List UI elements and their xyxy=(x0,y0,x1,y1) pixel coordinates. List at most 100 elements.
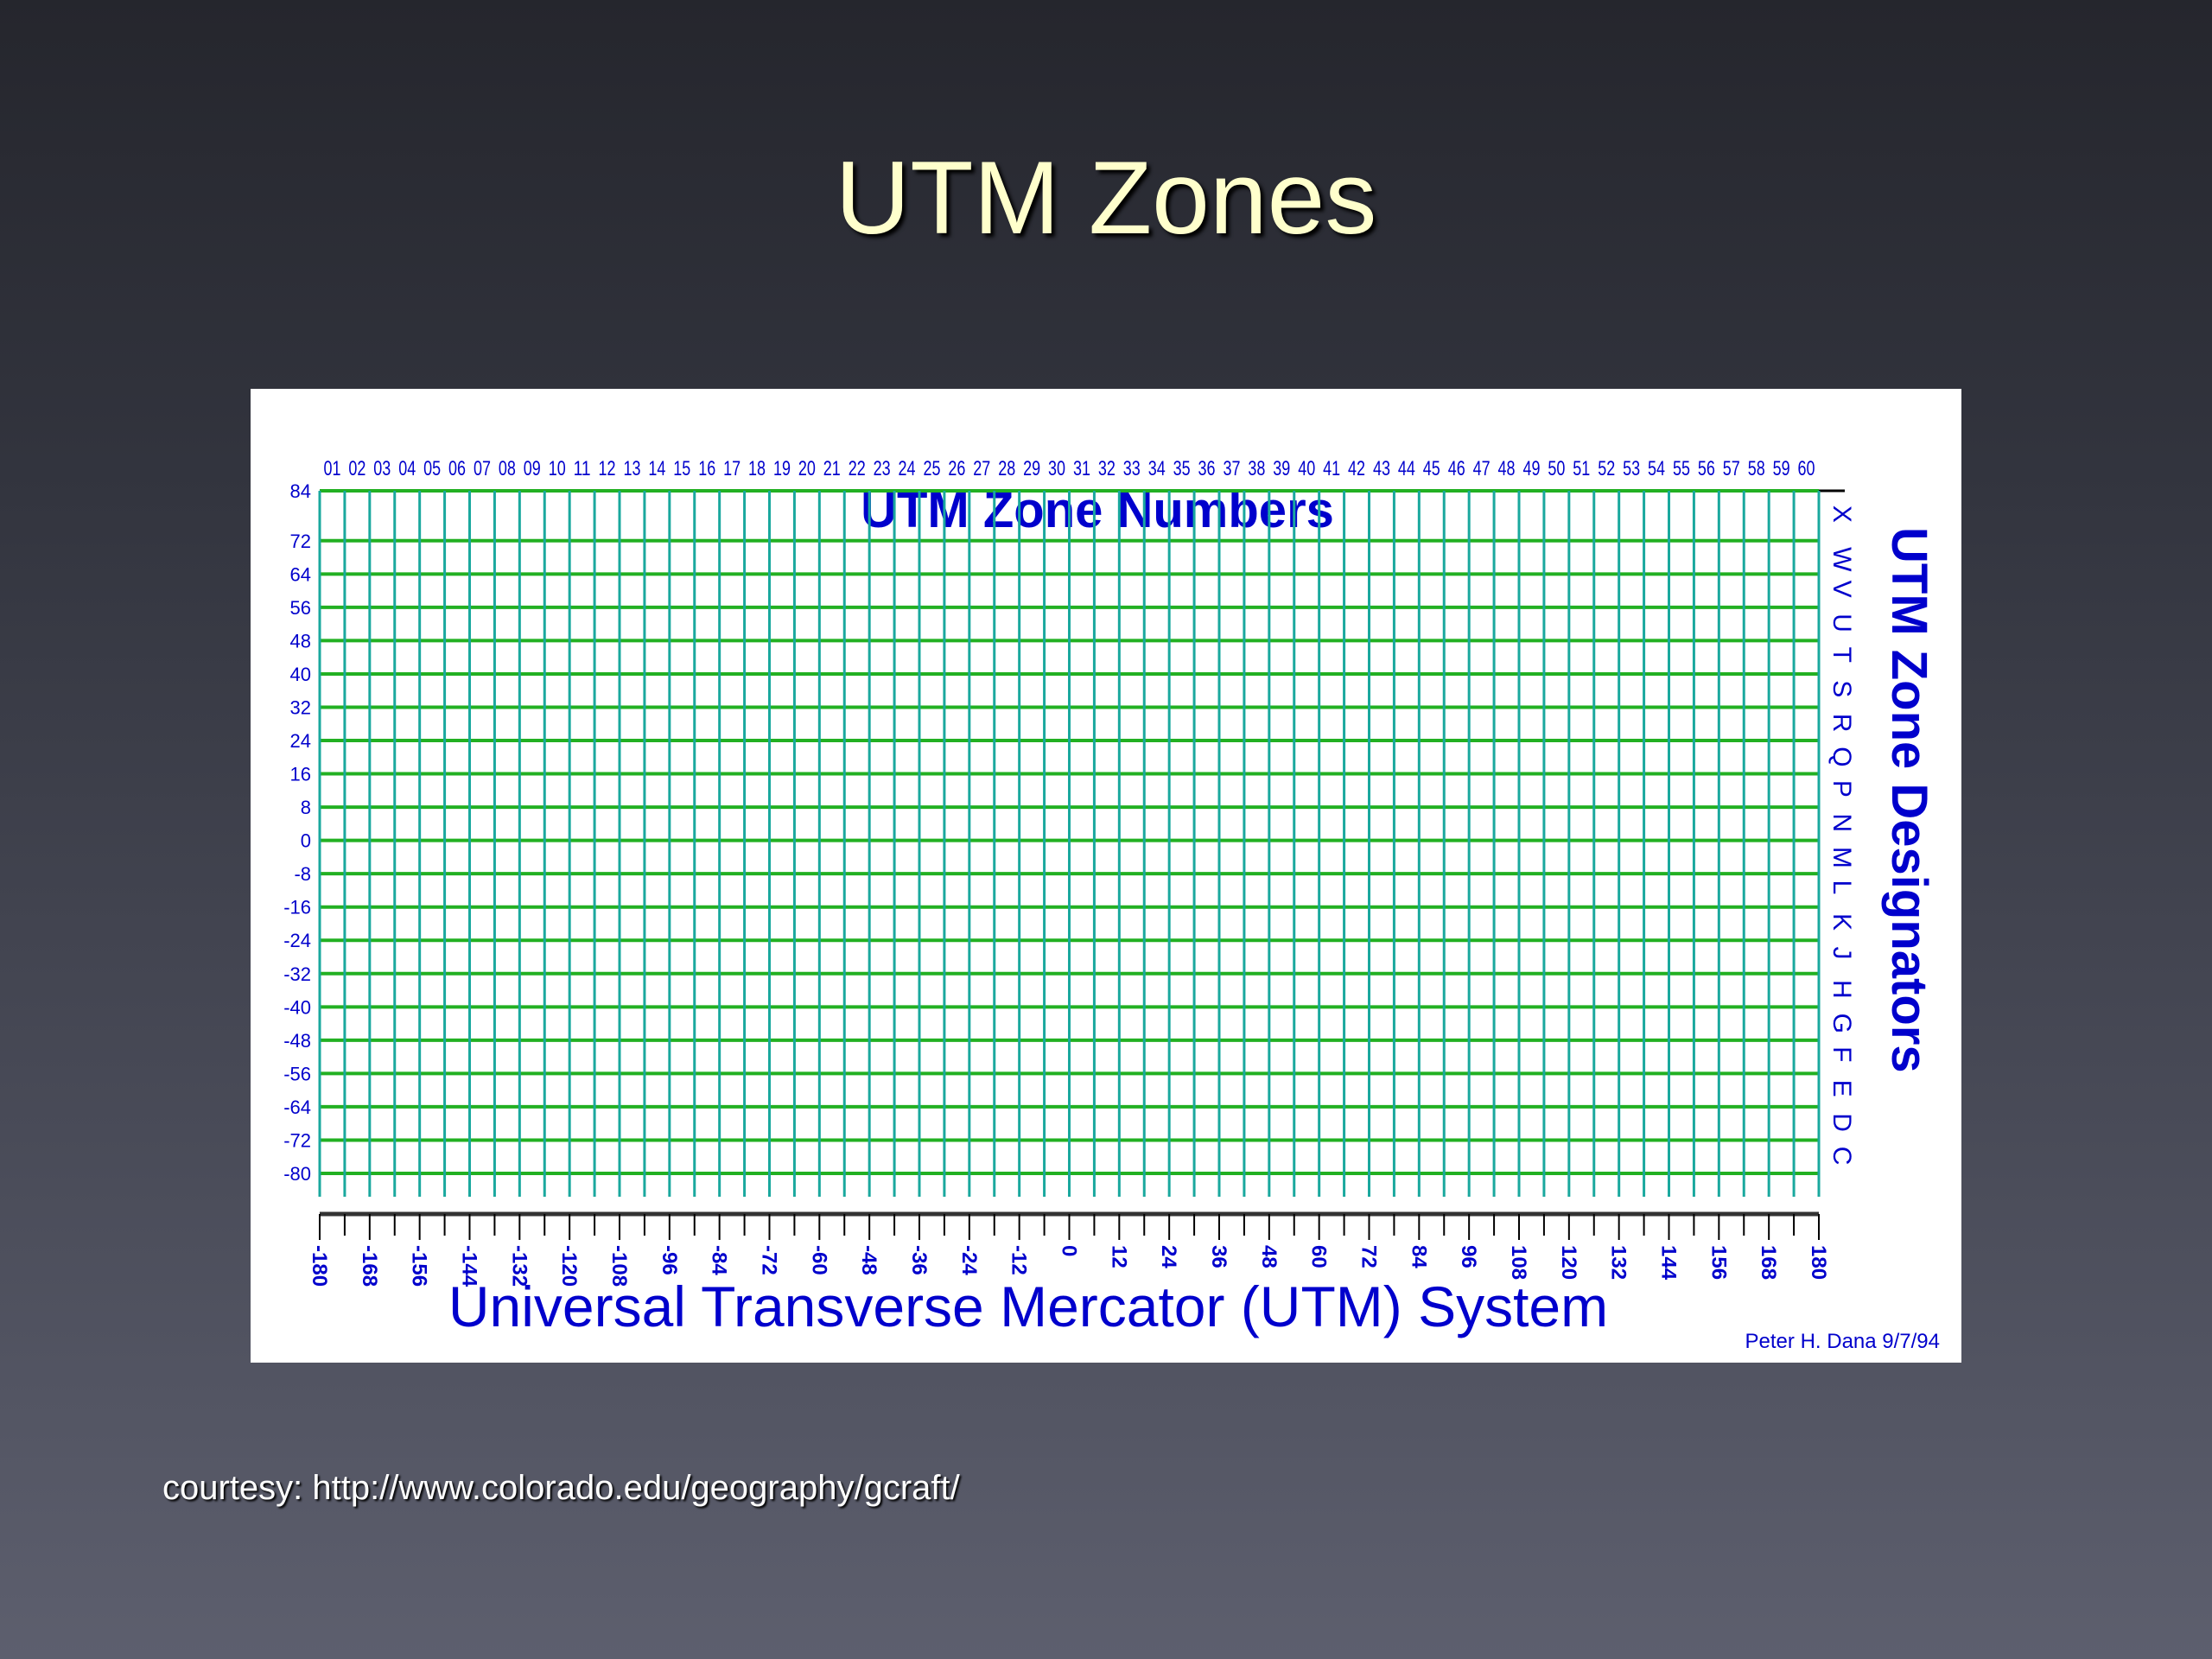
longitude-label: -180 xyxy=(308,1245,331,1287)
longitude-label: 168 xyxy=(1757,1245,1780,1280)
zone-number-label: 38 xyxy=(1248,457,1265,480)
zone-number-label: 43 xyxy=(1373,457,1390,480)
longitude-label: 24 xyxy=(1157,1245,1180,1268)
slide-title: UTM Zones xyxy=(835,140,1377,256)
zone-number-label: 53 xyxy=(1623,457,1640,480)
zone-designator-label: J xyxy=(1827,947,1856,960)
zone-designator-label: N xyxy=(1827,813,1856,832)
longitude-label: 180 xyxy=(1807,1245,1830,1280)
zone-designator-label: E xyxy=(1827,1080,1856,1097)
zone-number-label: 37 xyxy=(1223,457,1240,480)
zone-number-label: 17 xyxy=(723,457,741,480)
latitude-label: -32 xyxy=(283,963,311,985)
zone-number-label: 12 xyxy=(599,457,616,480)
zone-number-label: 24 xyxy=(899,457,916,480)
zone-designator-label: X xyxy=(1827,505,1856,523)
latitude-label: -8 xyxy=(294,863,311,885)
zone-number-label: 49 xyxy=(1522,457,1540,480)
utm-map-svg: UTM Zone Numbers 84726456484032241680-8-… xyxy=(283,457,1940,1353)
zone-designator-label: F xyxy=(1827,1046,1856,1062)
latitude-label: 64 xyxy=(290,563,311,585)
zone-number-label: 41 xyxy=(1323,457,1340,480)
zone-number-label: 15 xyxy=(673,457,690,480)
zone-number-label: 10 xyxy=(549,457,566,480)
zone-number-label: 07 xyxy=(474,457,491,480)
zone-number-label: 01 xyxy=(323,457,340,480)
longitude-label: -12 xyxy=(1007,1245,1031,1275)
zone-designator-label: M xyxy=(1827,847,1856,868)
latitude-label: 72 xyxy=(290,531,311,552)
zone-number-label: 57 xyxy=(1723,457,1740,480)
zone-number-label: 04 xyxy=(398,457,416,480)
longitude-label: -24 xyxy=(957,1245,981,1275)
zone-number-label: 22 xyxy=(849,457,866,480)
zone-designator-label: R xyxy=(1827,714,1856,733)
longitude-label: 84 xyxy=(1407,1245,1430,1268)
zone-designator-label: C xyxy=(1827,1147,1856,1166)
longitude-label: 12 xyxy=(1107,1245,1130,1268)
zone-number-label: 52 xyxy=(1598,457,1615,480)
longitude-label: 48 xyxy=(1257,1245,1281,1268)
longitude-label: -156 xyxy=(408,1245,431,1287)
zone-number-label: 46 xyxy=(1448,457,1465,480)
latitude-label: 8 xyxy=(301,797,311,818)
longitude-label: -96 xyxy=(658,1245,681,1275)
zone-designator-label: P xyxy=(1827,780,1856,798)
zone-number-label: 55 xyxy=(1673,457,1690,480)
zone-number-label: 05 xyxy=(423,457,441,480)
zone-number-label: 48 xyxy=(1498,457,1516,480)
latitude-label: 48 xyxy=(290,630,311,652)
zone-designator-label: T xyxy=(1827,647,1856,663)
zone-number-label: 40 xyxy=(1298,457,1315,480)
zone-number-label: 13 xyxy=(623,457,640,480)
latitude-label: -40 xyxy=(283,996,311,1018)
longitude-label: 120 xyxy=(1557,1245,1580,1280)
zone-number-label: 16 xyxy=(698,457,715,480)
zone-number-label: 02 xyxy=(348,457,365,480)
zone-number-label: 58 xyxy=(1748,457,1765,480)
zone-number-label: 47 xyxy=(1473,457,1491,480)
zone-number-label: 26 xyxy=(948,457,965,480)
latitude-label: -64 xyxy=(283,1096,311,1118)
latitude-label: 40 xyxy=(290,664,311,685)
credit-text: Peter H. Dana 9/7/94 xyxy=(1745,1330,1940,1353)
zone-number-label: 39 xyxy=(1273,457,1290,480)
zone-designator-label: U xyxy=(1827,613,1856,632)
zone-number-label: 34 xyxy=(1148,457,1166,480)
zone-number-label: 03 xyxy=(373,457,391,480)
longitude-label: -36 xyxy=(907,1245,931,1275)
zone-number-label: 33 xyxy=(1123,457,1141,480)
zone-number-label: 30 xyxy=(1048,457,1065,480)
utm-zone-map-figure: UTM Zone Numbers 84 72 64 56 48 40 32 24 16 8 0 -8-… xyxy=(251,389,1961,1363)
zone-number-label: 28 xyxy=(998,457,1015,480)
latitude-label: 84 xyxy=(290,480,311,502)
zone-designator-label: G xyxy=(1827,1014,1856,1033)
longitude-label: -132 xyxy=(507,1245,531,1287)
latitude-label: 24 xyxy=(290,730,311,752)
zone-number-label: 54 xyxy=(1648,457,1665,480)
system-title: Universal Transverse Mercator (UTM) Syst… xyxy=(448,1274,1608,1338)
latitude-label: -48 xyxy=(283,1030,311,1052)
zone-number-label: 09 xyxy=(524,457,541,480)
zone-number-label: 35 xyxy=(1173,457,1191,480)
latitude-label: 56 xyxy=(290,597,311,619)
longitude-label: 96 xyxy=(1457,1245,1480,1268)
zone-designator-label: K xyxy=(1827,913,1856,931)
zone-number-label: 06 xyxy=(448,457,466,480)
latitude-label: 32 xyxy=(290,696,311,718)
zone-designator-label: S xyxy=(1827,680,1856,697)
longitude-label: 60 xyxy=(1307,1245,1331,1268)
zone-number-label: 60 xyxy=(1798,457,1815,480)
zone-number-label: 31 xyxy=(1073,457,1090,480)
zone-number-label: 27 xyxy=(973,457,990,480)
latitude-label: 0 xyxy=(301,830,311,852)
zone-number-label: 45 xyxy=(1423,457,1440,480)
longitude-label: 144 xyxy=(1657,1245,1681,1281)
latitude-label: 16 xyxy=(290,764,311,785)
zone-number-label: 14 xyxy=(648,457,665,480)
latitude-label: -16 xyxy=(283,897,311,918)
longitude-label: -108 xyxy=(607,1245,631,1287)
longitude-label: -48 xyxy=(857,1245,880,1275)
zone-number-label: 42 xyxy=(1348,457,1365,480)
courtesy-text: courtesy: http://www.colorado.edu/geogra… xyxy=(162,1469,960,1507)
